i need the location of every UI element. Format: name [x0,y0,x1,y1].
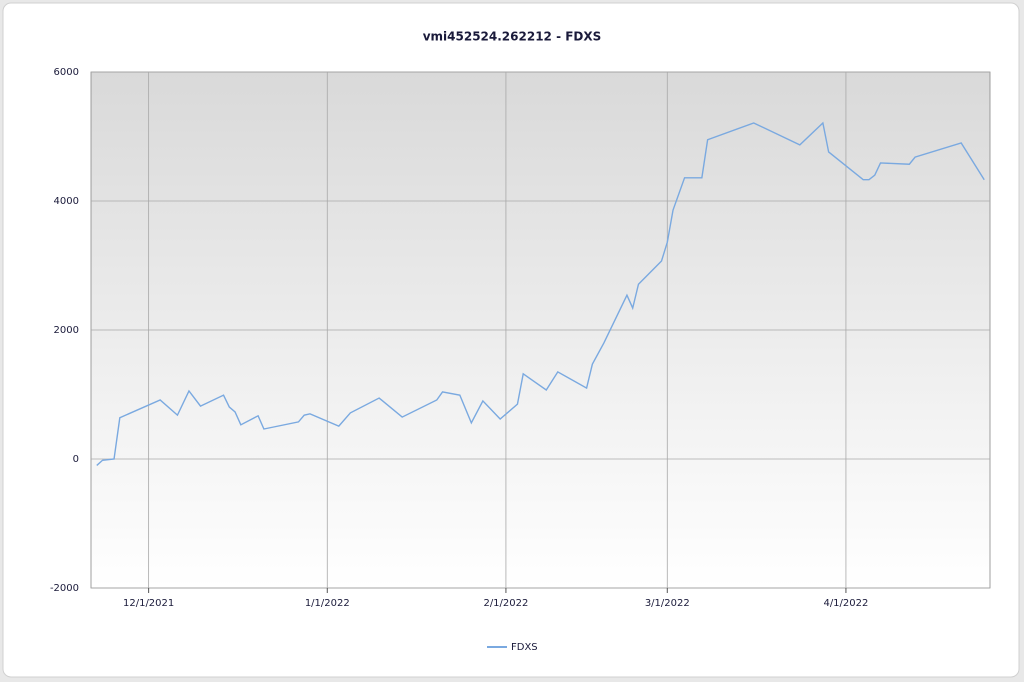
y-tick-label: 2000 [54,325,79,336]
x-tick-label: 12/1/2021 [123,598,174,609]
x-tick-label: 4/1/2022 [823,598,868,609]
y-tick-label: 4000 [54,196,79,207]
x-tick-label: 3/1/2022 [645,598,690,609]
y-tick-label: 6000 [54,67,79,78]
x-tick-label: 1/1/2022 [305,598,350,609]
legend-label: FDXS [511,642,538,653]
chart-title: vmi452524.262212 - FDXS [423,30,602,44]
y-tick-label: -2000 [50,583,79,594]
x-tick-label: 2/1/2022 [483,598,528,609]
data-line [96,121,985,466]
y-tick-label: 0 [73,454,79,465]
